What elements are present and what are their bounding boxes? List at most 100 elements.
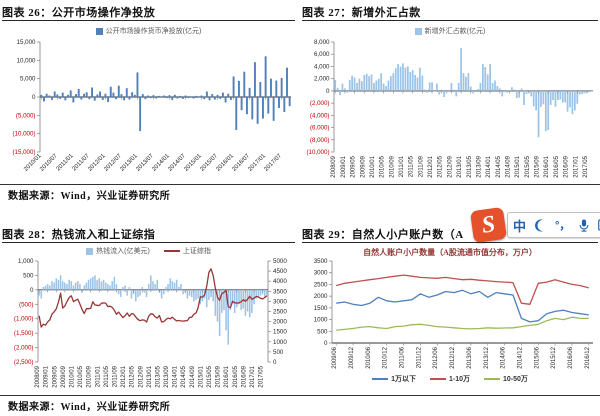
svg-text:2011/01: 2011/01 — [95, 365, 101, 387]
punctuation-icon[interactable]: °， — [555, 220, 571, 232]
legend-swatch — [95, 27, 103, 35]
svg-text:2010/01: 2010/01 — [69, 365, 75, 387]
svg-text:2000: 2000 — [273, 319, 287, 326]
svg-text:2013/01: 2013/01 — [457, 155, 463, 177]
svg-text:(10,000): (10,000) — [12, 131, 35, 138]
svg-text:5000: 5000 — [273, 258, 287, 265]
svg-text:2010/06: 2010/06 — [366, 346, 372, 368]
svg-text:2014/05: 2014/05 — [496, 155, 502, 177]
svg-text:2015/01: 2015/01 — [198, 365, 204, 387]
svg-text:2015/06: 2015/06 — [534, 346, 540, 368]
legend-swatch — [86, 247, 94, 255]
svg-text:(500): (500) — [19, 301, 33, 308]
svg-text:8,000: 8,000 — [314, 39, 330, 46]
legend-swatch — [414, 27, 422, 35]
svg-text:(6,000): (6,000) — [310, 125, 330, 132]
svg-text:2009/05: 2009/05 — [52, 365, 58, 387]
svg-text:4,000: 4,000 — [314, 63, 330, 70]
svg-text:2017/07: 2017/07 — [263, 153, 283, 173]
svg-text:2011/05: 2011/05 — [104, 365, 110, 387]
svg-text:2010/01: 2010/01 — [370, 155, 376, 177]
svg-text:2013/06: 2013/06 — [467, 346, 473, 368]
svg-text:2500: 2500 — [314, 281, 328, 288]
fullwidth-moon-icon[interactable] — [533, 218, 548, 233]
svg-text:3500: 3500 — [314, 258, 328, 265]
svg-text:2016/05: 2016/05 — [233, 365, 239, 387]
ime-toolbar: 中 °， — [507, 212, 600, 238]
svg-text:2012/06: 2012/06 — [433, 346, 439, 368]
svg-text:(10,000): (10,000) — [306, 149, 329, 156]
svg-text:2009/05: 2009/05 — [351, 155, 357, 177]
svg-text:500: 500 — [23, 272, 34, 279]
legend-item: 10-50万 — [484, 374, 528, 384]
svg-text:2015/09: 2015/09 — [216, 365, 222, 387]
legend-label: 10-50万 — [503, 376, 528, 383]
legend-item: 1万以下 — [372, 374, 416, 384]
svg-text:2011/12: 2011/12 — [416, 346, 422, 368]
svg-text:2010/05: 2010/05 — [78, 365, 84, 387]
svg-text:2012/05: 2012/05 — [438, 155, 444, 177]
svg-text:(2,000): (2,000) — [310, 100, 330, 107]
svg-text:2015/09: 2015/09 — [535, 155, 541, 177]
svg-text:2011/09: 2011/09 — [418, 155, 424, 177]
svg-text:2015/05: 2015/05 — [207, 365, 213, 387]
svg-text:1500: 1500 — [314, 305, 328, 312]
svg-text:2016/01: 2016/01 — [224, 365, 230, 387]
svg-text:3000: 3000 — [273, 298, 287, 305]
svg-text:4000: 4000 — [273, 278, 287, 285]
svg-text:2013/05: 2013/05 — [467, 155, 473, 177]
chart-27-canvas: (10,000) (8,000) (6,000) (4,000) (2,000) 0 2,0… — [306, 39, 593, 178]
svg-text:(1,000): (1,000) — [14, 316, 34, 323]
legend-label: 上证综指 — [182, 248, 211, 255]
figure-28-title: 图表 28：热钱流入和上证综指 — [2, 226, 295, 243]
chart-28-legend: 热钱流入(亿美元) 上证综指 — [2, 246, 295, 256]
chart-29-canvas: 0 500 1000 1500 2000 2500 3000 3500 2009/06 2009/… — [314, 258, 593, 369]
svg-text:2011/06: 2011/06 — [400, 346, 406, 368]
svg-text:4500: 4500 — [273, 268, 287, 275]
legend-label: 热钱流入(亿美元) — [96, 248, 150, 255]
svg-text:2012/01: 2012/01 — [428, 155, 434, 177]
svg-text:(2,500): (2,500) — [14, 359, 34, 366]
legend-swatch — [372, 378, 389, 380]
svg-text:2,000: 2,000 — [314, 76, 330, 83]
chinese-mode-icon[interactable]: 中 — [513, 218, 527, 234]
svg-text:1000: 1000 — [273, 339, 287, 346]
keyboard-icon[interactable] — [598, 218, 600, 232]
legend-item: 热钱流入(亿美元) — [86, 246, 150, 256]
svg-text:2014/01: 2014/01 — [173, 365, 179, 387]
svg-text:2017/05: 2017/05 — [583, 155, 589, 177]
svg-text:2011/05: 2011/05 — [409, 155, 415, 177]
svg-text:2009/12: 2009/12 — [349, 346, 355, 368]
svg-text:0: 0 — [273, 359, 277, 366]
chart-26-canvas: (15,000) (10,000) (5,000) 0 5,000 10,000 15,00… — [12, 39, 291, 173]
legend-swatch — [484, 378, 500, 380]
legend-label: 公开市场操作货币净投放(亿元) — [105, 28, 202, 35]
svg-text:3000: 3000 — [314, 270, 328, 277]
svg-text:3500: 3500 — [273, 288, 287, 295]
svg-text:2009/09: 2009/09 — [61, 365, 67, 387]
svg-text:2013/09: 2013/09 — [476, 155, 482, 177]
svg-text:2500: 2500 — [273, 309, 287, 316]
chart-27-legend: 新增外汇占款(亿元) — [302, 26, 598, 36]
svg-text:2016/09: 2016/09 — [564, 155, 570, 177]
svg-text:2012/05: 2012/05 — [130, 365, 136, 387]
sogou-logo-icon[interactable]: S — [469, 206, 508, 244]
svg-text:2016/05: 2016/05 — [554, 155, 560, 177]
svg-text:2013/05: 2013/05 — [155, 365, 161, 387]
svg-text:0: 0 — [326, 88, 330, 95]
svg-text:1000: 1000 — [314, 317, 328, 324]
svg-text:500: 500 — [317, 328, 328, 335]
svg-text:2010/09: 2010/09 — [87, 365, 93, 387]
legend-item: 新增外汇占款(亿元) — [414, 26, 485, 36]
svg-text:2016/06: 2016/06 — [568, 346, 574, 368]
svg-text:2012/12: 2012/12 — [450, 346, 456, 368]
microphone-icon[interactable] — [577, 218, 591, 233]
svg-text:(4,000): (4,000) — [310, 112, 330, 119]
legend-swatch — [163, 250, 180, 252]
svg-text:2009/01: 2009/01 — [44, 365, 50, 387]
ime-toolbar-overlay: S 中 °， — [469, 206, 600, 244]
legend-item: 1-10万 — [429, 374, 470, 384]
svg-text:5,000: 5,000 — [20, 76, 36, 83]
figure-29-title: 图表 29：自然人小户账户数（A — [302, 226, 598, 243]
